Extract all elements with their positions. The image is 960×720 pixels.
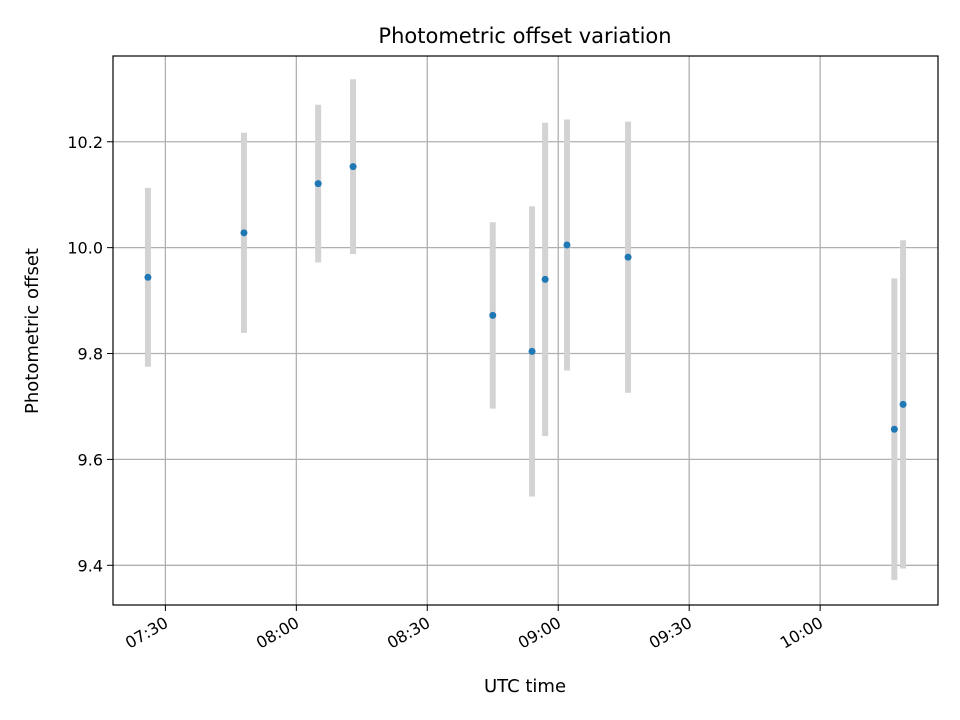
axis-ticks: 07:30 08:00 08:30 09:00 09:30 10:00 9.4 9.6 9.8 1… xyxy=(67,133,826,653)
data-point xyxy=(528,347,536,355)
y-tick-label: 9.4 xyxy=(78,556,103,575)
x-tick-label: 07:30 xyxy=(122,613,171,653)
data-point xyxy=(890,425,898,433)
y-axis-label: Photometric offset xyxy=(22,248,43,414)
data-point xyxy=(240,229,248,237)
data-point xyxy=(144,273,152,281)
grid xyxy=(113,56,938,605)
y-tick-label: 9.8 xyxy=(78,345,103,364)
y-tick-label: 10.0 xyxy=(67,239,103,258)
data-point xyxy=(563,241,571,249)
data-point xyxy=(624,253,632,261)
plot-frame xyxy=(112,55,939,606)
data-point xyxy=(314,180,322,188)
x-tick-label: 10:00 xyxy=(777,613,826,653)
y-tick-label: 9.6 xyxy=(78,450,103,469)
x-tick-label: 09:00 xyxy=(515,613,564,653)
x-tick-label: 08:30 xyxy=(384,613,433,653)
error-bars xyxy=(144,79,907,581)
y-tick-label: 10.2 xyxy=(67,133,103,152)
data-point xyxy=(489,311,497,319)
data-point xyxy=(541,275,549,283)
data-point xyxy=(899,400,907,408)
chart-title: Photometric offset variation xyxy=(378,24,671,48)
data-points xyxy=(144,163,907,433)
x-axis-label: UTC time xyxy=(484,676,566,697)
data-point xyxy=(349,163,357,171)
x-tick-label: 09:30 xyxy=(646,613,695,653)
x-tick-label: 08:00 xyxy=(253,613,302,653)
